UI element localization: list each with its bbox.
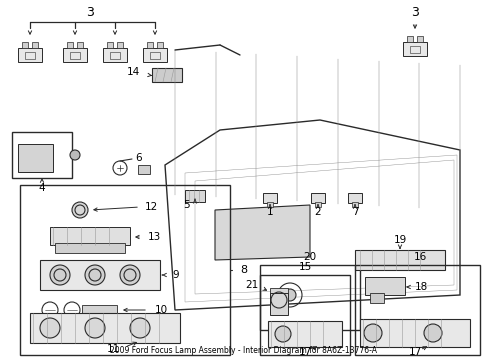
Text: 11: 11 [106,344,120,354]
Bar [63,48,87,62]
Bar [260,275,349,355]
Bar [55,243,125,253]
Circle shape [40,318,60,338]
Circle shape [70,150,80,160]
Polygon shape [215,205,309,260]
Bar [402,42,426,56]
Text: 2009 Ford Focus Lamp Assembly - Interior Diagram for 8A6Z-13776-A: 2009 Ford Focus Lamp Assembly - Interior… [110,346,377,355]
Bar [157,42,163,48]
Text: 4: 4 [39,183,45,193]
Text: 20: 20 [303,252,316,262]
Bar [30,313,180,343]
Circle shape [284,289,295,301]
Text: 12: 12 [145,202,158,212]
Bar [50,227,130,245]
Bar [267,321,341,347]
Bar [150,52,160,59]
Bar [310,193,325,203]
Circle shape [274,326,290,342]
Text: 15: 15 [298,262,311,272]
Bar [77,42,83,48]
Text: 16: 16 [412,252,426,262]
Text: 14: 14 [126,67,140,77]
Circle shape [72,202,88,218]
Bar [347,193,361,203]
Bar [314,202,320,207]
Bar [152,68,182,82]
Text: 7: 7 [351,207,358,217]
Bar [364,277,404,295]
Bar [25,52,35,59]
Text: 18: 18 [414,282,427,292]
Bar [263,193,276,203]
Text: 13: 13 [148,232,161,242]
Text: 2: 2 [314,207,321,217]
Bar [40,260,160,290]
Bar [82,305,117,315]
Bar [18,144,53,172]
Text: 21: 21 [244,280,258,290]
Circle shape [363,324,381,342]
Bar [142,48,167,62]
Text: 5: 5 [183,200,190,210]
Text: 8: 8 [240,265,246,275]
Text: 3: 3 [410,5,418,18]
Bar [266,202,272,207]
Bar [269,293,287,315]
Text: 10: 10 [155,305,168,315]
Bar [184,190,204,202]
Bar [406,36,412,42]
Text: 19: 19 [392,235,406,245]
Bar [416,36,422,42]
Circle shape [120,265,140,285]
Bar [351,202,357,207]
Bar [67,42,73,48]
Bar [70,52,80,59]
Bar [117,42,123,48]
Bar [18,48,42,62]
Bar [22,42,28,48]
Text: 9: 9 [172,270,178,280]
Bar [409,46,419,53]
Text: 1: 1 [266,207,273,217]
Text: 6: 6 [135,153,142,163]
Text: 17: 17 [407,347,421,357]
Bar [32,42,38,48]
Bar [354,265,479,355]
Bar [107,42,113,48]
Bar [103,48,127,62]
Bar [359,319,469,347]
Bar [20,185,229,355]
Circle shape [85,318,105,338]
Circle shape [423,324,441,342]
Circle shape [85,265,105,285]
Bar [269,288,287,302]
Circle shape [130,318,150,338]
Bar [138,165,150,174]
Bar [12,132,72,178]
Bar [354,250,444,270]
Text: 17: 17 [298,347,311,357]
Circle shape [50,265,70,285]
Bar [147,42,153,48]
Bar [369,293,383,303]
Text: 3: 3 [86,5,94,18]
Bar [110,52,120,59]
Bar [260,265,359,330]
